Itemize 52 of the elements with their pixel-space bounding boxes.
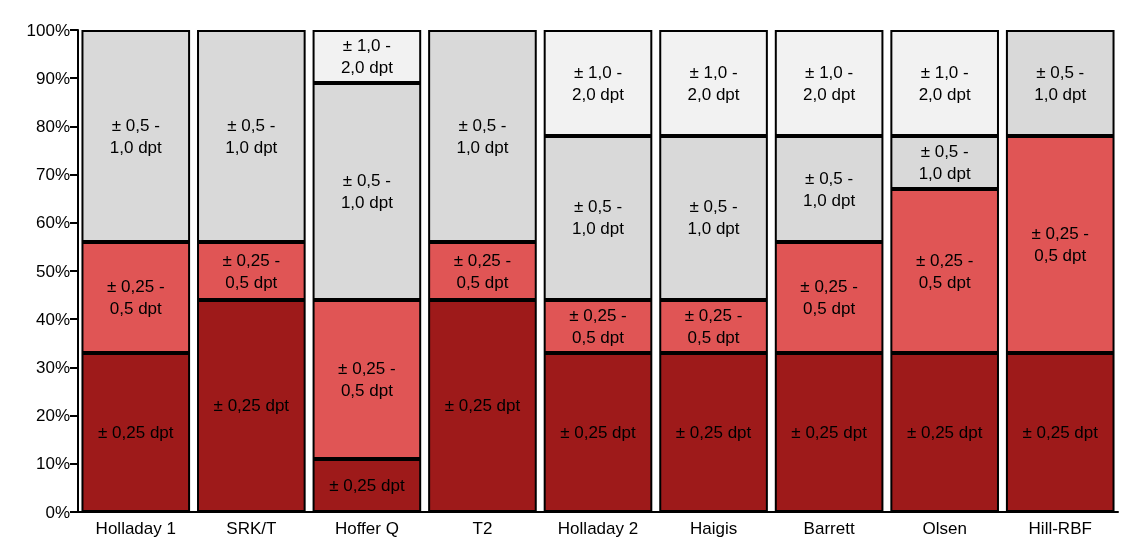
y-tick-label: 10%	[35, 454, 70, 474]
y-tick-label: 20%	[35, 406, 70, 426]
text: ± 0,5 - 1,0 dpt	[572, 197, 624, 239]
text: ± 0,5 - 1,0 dpt	[109, 115, 162, 157]
text: ± 0,25 dpt	[791, 422, 867, 442]
text: ± 1,0 - 2,0 dpt	[687, 62, 740, 104]
y-tick-label: 60%	[35, 213, 70, 233]
text: ± 0,25 dpt	[98, 422, 174, 442]
text: ± 0,5 - 1,0 dpt	[1034, 62, 1087, 104]
x-tick-label: Holladay 1	[95, 519, 176, 538]
x-tick-label: Haigis	[689, 519, 738, 538]
series-label: ± 0,25 dpt	[560, 422, 637, 442]
y-tick-label: 100%	[26, 20, 70, 40]
text: ± 1,0 - 2,0 dpt	[803, 62, 856, 104]
text: ± 0,25 dpt	[1022, 422, 1098, 442]
text: ± 0,25 - 0,5 dpt	[338, 358, 396, 400]
y-tick-label: 70%	[35, 165, 70, 185]
x-tick-label: Hoffer Q	[334, 519, 399, 538]
text: ± 0,5 - 1,0 dpt	[456, 115, 509, 157]
x-tick-label: SRK/T	[226, 519, 277, 538]
text: ± 0,5 - 1,0 dpt	[225, 115, 278, 157]
text: ± 0,25 dpt	[213, 396, 290, 416]
x-tick-label: Barrett	[803, 519, 855, 538]
y-tick-label: 40%	[35, 309, 70, 329]
text: ± 0,25 - 0,5 dpt	[453, 250, 512, 292]
x-tick-label: Holladay 2	[557, 519, 639, 538]
text: ± 1,0 - 2,0 dpt	[572, 62, 624, 104]
series-label: ± 0,25 - 0,5 dpt	[569, 305, 627, 347]
x-tick-label: T2	[472, 519, 493, 538]
text: ± 0,25 - 0,5 dpt	[800, 277, 858, 319]
text: ± 0,25 dpt	[444, 396, 521, 416]
text: ± 1,0 - 2,0 dpt	[918, 62, 971, 104]
x-tick-label: Hill-RBF	[1028, 519, 1092, 538]
series-label: ± 0,5 - 1,0 dpt	[918, 142, 971, 184]
y-tick-label: 90%	[35, 68, 70, 88]
text: ± 0,25 - 0,5 dpt	[107, 277, 165, 319]
text: ± 0,5 - 1,0 dpt	[340, 170, 393, 212]
text: ± 0,25 - 0,5 dpt	[1031, 223, 1089, 265]
text: ± 0,5 - 1,0 dpt	[687, 197, 740, 239]
y-tick-label: 30%	[35, 357, 70, 377]
y-tick-label: 80%	[35, 116, 70, 136]
text: ± 0,25 - 0,5 dpt	[684, 305, 743, 347]
y-tick-label: 0%	[45, 502, 70, 522]
text: ± 0,25 - 0,5 dpt	[222, 250, 281, 292]
text: ± 0,25 dpt	[906, 422, 983, 442]
text: ± 0,25 - 0,5 dpt	[915, 250, 974, 292]
y-tick-label: 50%	[35, 261, 70, 281]
x-tick-label: Olsen	[922, 519, 967, 538]
text: ± 0,25 dpt	[329, 475, 405, 495]
series-label: ± 1,0 - 2,0 dpt	[340, 36, 394, 78]
text: ± 0,25 dpt	[675, 422, 752, 442]
text: ± 0,5 - 1,0 dpt	[803, 168, 856, 210]
